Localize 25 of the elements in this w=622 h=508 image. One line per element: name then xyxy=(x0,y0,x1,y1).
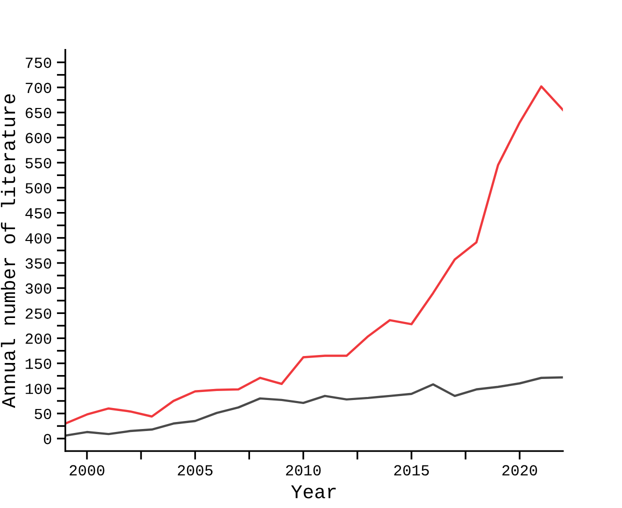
y-tick-label: 350 xyxy=(26,258,52,269)
x-tick-label: 2005 xyxy=(178,465,212,476)
y-tick-label: 50 xyxy=(34,408,52,420)
y-tick-label: 750 xyxy=(26,58,52,68)
y-tick-label: 500 xyxy=(26,183,52,194)
y-tick-label: 100 xyxy=(26,384,52,394)
y-tick-label: 450 xyxy=(25,208,52,219)
y-tick-label: 0 xyxy=(44,434,52,444)
x-tick-label: 2000 xyxy=(70,465,104,476)
y-axis-title: Annual number of literature xyxy=(0,94,16,408)
y-tick-label: 650 xyxy=(26,108,52,118)
x-axis-title: Year xyxy=(291,485,336,498)
y-tick-label: 700 xyxy=(26,82,52,94)
y-tick-label: 250 xyxy=(26,308,52,319)
line-series xyxy=(65,376,563,437)
y-tick-label: 600 xyxy=(26,132,52,144)
line-series xyxy=(65,85,563,425)
y-tick-label: 150 xyxy=(26,358,52,369)
x-tick-label: 2020 xyxy=(502,465,538,476)
y-tick-label: 550 xyxy=(26,158,52,168)
y-tick-label: 300 xyxy=(26,283,52,294)
y-tick-label: 400 xyxy=(25,233,52,244)
y-tick-label: 200 xyxy=(26,334,52,344)
x-tick-label: 2015 xyxy=(394,465,429,476)
x-tick-label: 2010 xyxy=(286,465,321,476)
